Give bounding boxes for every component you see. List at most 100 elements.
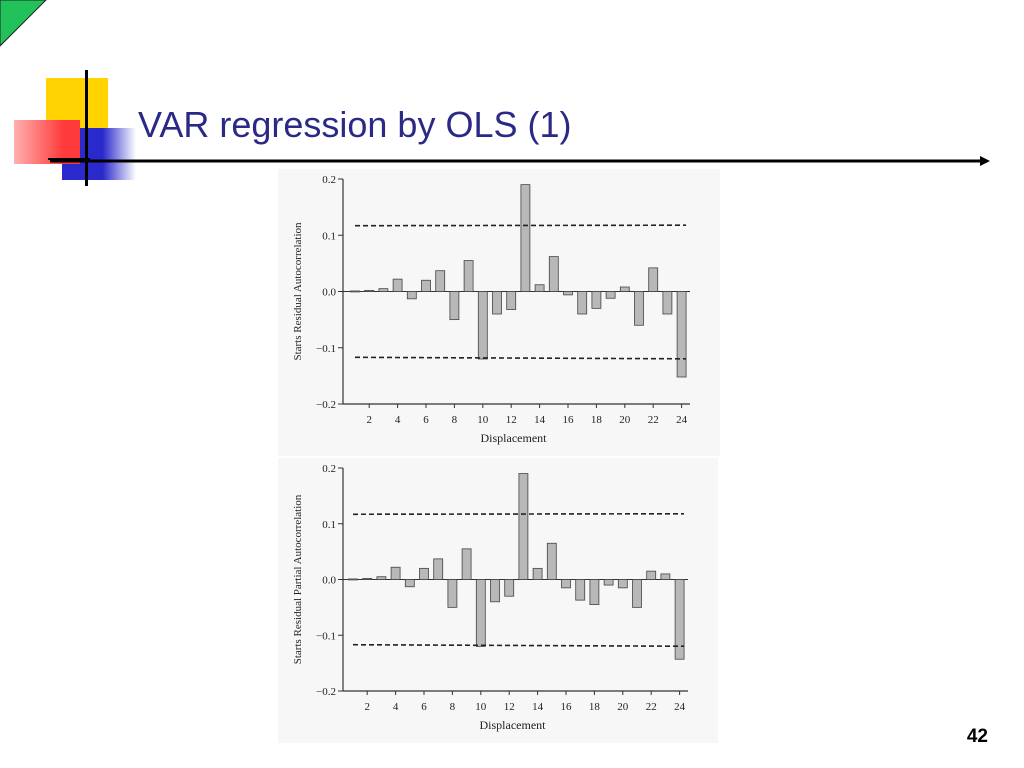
bar bbox=[504, 579, 515, 597]
bar bbox=[475, 579, 486, 647]
x-tick-label: 10 bbox=[475, 701, 487, 713]
bar bbox=[563, 291, 573, 296]
x-tick-label: 14 bbox=[532, 701, 544, 713]
confidence-band-lower bbox=[354, 356, 687, 360]
bar bbox=[376, 576, 387, 580]
x-tick-label: 8 bbox=[450, 701, 456, 713]
x-tick-label: 20 bbox=[619, 414, 631, 426]
bar bbox=[490, 579, 500, 603]
bar bbox=[421, 279, 431, 292]
x-tick-label: 4 bbox=[393, 701, 399, 713]
bar bbox=[463, 260, 474, 292]
bar bbox=[603, 579, 614, 586]
x-tick-label: 6 bbox=[421, 701, 427, 713]
x-tick-label: 22 bbox=[648, 414, 659, 426]
bar bbox=[577, 291, 588, 315]
bar bbox=[392, 278, 403, 292]
x-tick-label: 24 bbox=[676, 414, 688, 426]
x-axis-label: Displacement bbox=[481, 431, 548, 445]
page-number: 42 bbox=[966, 726, 988, 747]
x-tick-label: 12 bbox=[506, 414, 517, 426]
bar bbox=[404, 579, 415, 588]
bar bbox=[364, 289, 375, 292]
bar bbox=[518, 473, 529, 580]
x-tick-label: 16 bbox=[563, 414, 575, 426]
x-tick-label: 24 bbox=[674, 701, 686, 713]
y-axis-label: Starts Residual Autocorrelation bbox=[292, 222, 304, 361]
y-tick-label: −0.2 bbox=[316, 686, 336, 698]
bar bbox=[605, 291, 616, 299]
bar bbox=[461, 548, 472, 580]
y-tick-label: 0.1 bbox=[322, 230, 336, 242]
bar bbox=[617, 579, 628, 589]
bar bbox=[575, 579, 586, 601]
bar bbox=[447, 579, 458, 608]
bar bbox=[662, 291, 673, 315]
y-tick-label: −0.2 bbox=[316, 399, 336, 411]
bar bbox=[534, 284, 545, 292]
x-tick-label: 22 bbox=[646, 701, 657, 713]
bar bbox=[348, 578, 358, 581]
slide-title: VAR regression by OLS (1) bbox=[138, 104, 572, 145]
x-tick-label: 6 bbox=[423, 414, 429, 426]
y-tick-label: −0.1 bbox=[316, 630, 336, 642]
bar bbox=[532, 567, 543, 580]
bar bbox=[449, 291, 460, 321]
y-axis-label: Starts Residual Partial Autocorrelation bbox=[292, 494, 304, 664]
bar bbox=[477, 291, 488, 360]
x-tick-label: 20 bbox=[617, 701, 629, 713]
x-tick-label: 18 bbox=[589, 701, 601, 713]
y-tick-label: 0.2 bbox=[322, 463, 336, 475]
bar bbox=[546, 542, 557, 580]
bar bbox=[350, 290, 360, 293]
x-tick-label: 2 bbox=[364, 701, 370, 713]
bar bbox=[520, 184, 531, 292]
bar bbox=[632, 579, 642, 608]
bar bbox=[676, 291, 687, 378]
bar bbox=[591, 291, 602, 309]
bar bbox=[674, 579, 685, 660]
bar bbox=[548, 256, 559, 292]
y-tick-label: 0.0 bbox=[322, 287, 336, 299]
x-axis-label: Displacement bbox=[480, 718, 547, 732]
bar bbox=[619, 286, 630, 292]
bar bbox=[492, 291, 502, 315]
deco-red-square bbox=[14, 120, 80, 164]
bar bbox=[433, 558, 444, 580]
x-tick-label: 8 bbox=[452, 414, 458, 426]
title-underline-arrow bbox=[50, 156, 990, 166]
x-tick-label: 4 bbox=[395, 414, 401, 426]
y-tick-label: 0.0 bbox=[322, 575, 336, 587]
x-tick-label: 14 bbox=[534, 414, 546, 426]
bar bbox=[435, 270, 446, 292]
confidence-band-upper bbox=[354, 224, 687, 227]
bar bbox=[648, 267, 659, 292]
x-tick-label: 12 bbox=[504, 701, 515, 713]
chart-autocorrelation: 0.20.10.0−0.1−0.22 4 6 8 10 12 14 16 18 20 22 24Dis… bbox=[278, 169, 720, 456]
x-tick-label: 10 bbox=[477, 414, 489, 426]
x-tick-label: 18 bbox=[591, 414, 603, 426]
bar bbox=[406, 291, 417, 300]
bar bbox=[634, 291, 644, 326]
bar bbox=[561, 579, 571, 589]
bar bbox=[506, 291, 517, 310]
deco-vertical-line bbox=[85, 70, 88, 186]
bar bbox=[660, 573, 671, 580]
x-tick-label: 2 bbox=[366, 414, 372, 426]
y-tick-label: −0.1 bbox=[316, 343, 336, 355]
deco-short-horizontal-line bbox=[48, 158, 90, 160]
confidence-band-upper bbox=[352, 512, 685, 516]
corner-triangle-decoration bbox=[0, 0, 47, 47]
bar bbox=[646, 570, 657, 580]
y-tick-label: 0.2 bbox=[322, 174, 336, 186]
bar bbox=[378, 288, 389, 292]
bar bbox=[419, 567, 429, 580]
bar bbox=[390, 566, 401, 580]
y-tick-label: 0.1 bbox=[322, 519, 336, 531]
bar bbox=[362, 577, 373, 580]
confidence-band-lower bbox=[352, 643, 685, 648]
chart-partial-autocorrelation: 0.20.10.0−0.1−0.22 4 6 8 10 12 14 16 18 20 22 24Dis… bbox=[278, 458, 718, 743]
bar bbox=[589, 579, 600, 605]
x-tick-label: 16 bbox=[561, 701, 573, 713]
